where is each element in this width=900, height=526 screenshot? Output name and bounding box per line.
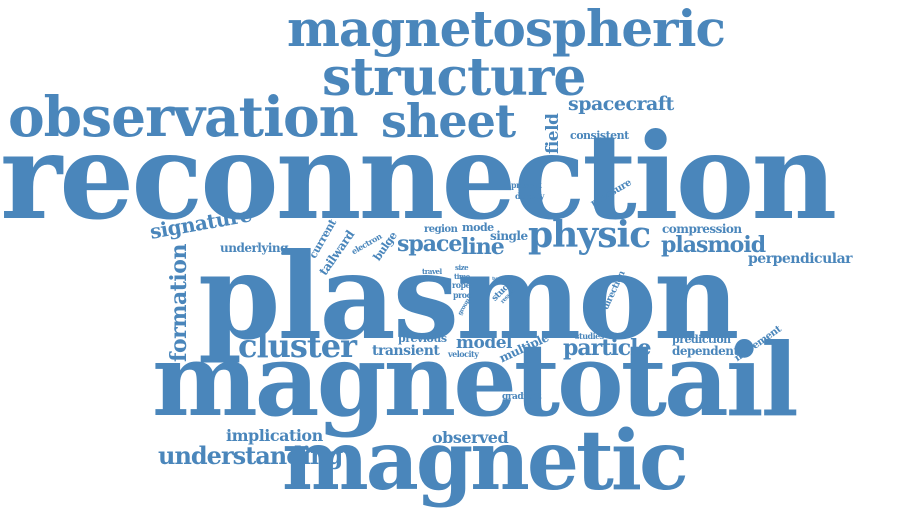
word-present: present — [511, 180, 542, 190]
word-physic: physic — [528, 214, 651, 256]
word-time: time — [454, 272, 470, 281]
word-consistent: consistent — [570, 129, 629, 142]
word-transient: transient — [372, 343, 440, 359]
word-observation: observation — [8, 84, 359, 149]
word-observed: observed — [432, 428, 509, 447]
word-mode: mode — [462, 221, 494, 234]
word-line: line — [461, 234, 505, 260]
word-particle: particle — [563, 335, 651, 361]
word-compression: compression — [662, 222, 742, 236]
word-plasmon: plasmon — [198, 227, 740, 366]
word-sheet: sheet — [381, 94, 516, 148]
word-travel: travel — [422, 267, 442, 276]
word-model: model — [456, 333, 513, 353]
word-prediction: prediction — [672, 333, 731, 346]
word-size: size — [455, 263, 469, 272]
word-type: type — [492, 276, 502, 282]
word-previous: previous — [398, 332, 447, 345]
word-density: density — [515, 191, 544, 201]
word-magnetotail: magnetotail — [152, 321, 799, 439]
word-cluster: cluster — [238, 327, 357, 365]
word-proc: proc — [453, 290, 472, 300]
word-spacecraft: spacecraft — [568, 93, 674, 115]
word-region: region — [424, 224, 458, 235]
word-understanding: understanding — [158, 441, 343, 470]
word-gradient: gradient — [502, 392, 542, 402]
word-magnetospheric: magnetospheric — [287, 0, 726, 58]
word-rope: rope — [452, 280, 471, 290]
word-reconnection: reconnection — [0, 107, 837, 246]
word-space: space — [397, 231, 462, 257]
word-studies: studies — [575, 331, 604, 341]
word-underlying: underlying — [220, 241, 289, 255]
word-structure: structure — [322, 47, 586, 108]
word-perpendicular: perpendicular — [748, 251, 853, 267]
word-plasmoid: plasmoid — [661, 232, 766, 258]
word-magnetic: magnetic — [282, 413, 689, 509]
word-velocity: velocity — [448, 349, 479, 359]
word-implication: implication — [226, 426, 323, 445]
word-single: single — [490, 229, 528, 243]
word-dependent: dependent — [672, 344, 739, 358]
